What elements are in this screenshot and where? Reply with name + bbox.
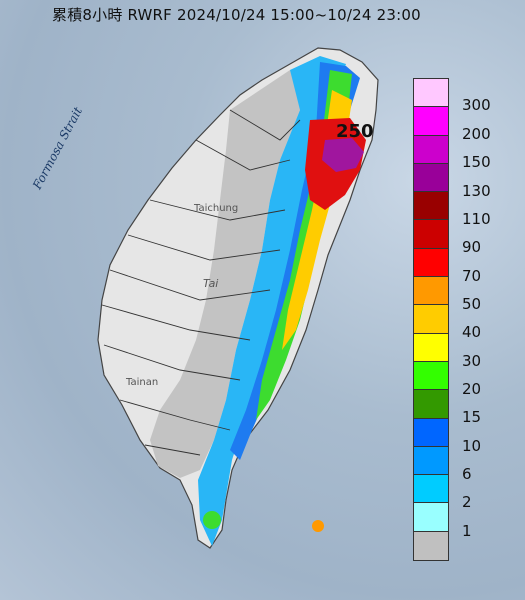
map-title: 累積8小時 RWRF 2024/10/24 15:00~10/24 23:00 <box>52 6 421 24</box>
legend-value: 90 <box>462 238 482 256</box>
legend-value: 10 <box>462 437 482 455</box>
legend-value: 6 <box>462 465 472 483</box>
legend-value: 1 <box>462 522 472 540</box>
legend-swatch <box>414 135 448 164</box>
legend-swatch <box>414 305 448 334</box>
legend-swatch <box>414 220 448 249</box>
legend-swatch <box>414 333 448 362</box>
legend-value: 40 <box>462 323 482 341</box>
legend-value: 70 <box>462 267 482 285</box>
legend-value: 200 <box>462 125 491 143</box>
legend-value: 130 <box>462 182 491 200</box>
legend-swatch <box>414 192 448 221</box>
legend-value: 110 <box>462 210 491 228</box>
legend-swatch <box>414 79 448 108</box>
legend-value: 30 <box>462 352 482 370</box>
legend-value: 300 <box>462 96 491 114</box>
county-boundaries <box>101 109 301 456</box>
legend-swatch <box>414 531 448 561</box>
rain-spot-islet <box>312 520 324 532</box>
legend-swatch <box>414 390 448 419</box>
legend-swatch <box>414 248 448 278</box>
city-label-tainan: Tainan <box>126 377 159 388</box>
peak-value-label: 250 <box>336 121 374 142</box>
legend-swatch <box>414 446 448 476</box>
rain-2mm <box>198 56 346 546</box>
rain-spot-south <box>203 511 221 529</box>
legend-value: 2 <box>462 493 472 511</box>
grey-zone <box>150 60 320 478</box>
mountain-label: Tai <box>203 277 219 290</box>
legend-swatch <box>414 277 448 306</box>
legend-value: 50 <box>462 295 482 313</box>
color-legend <box>413 78 449 562</box>
rain-150mm <box>322 138 364 172</box>
legend-value: 15 <box>462 408 482 426</box>
legend-swatch <box>414 361 448 391</box>
legend-value: 20 <box>462 380 482 398</box>
legend-swatch <box>414 107 448 136</box>
legend-swatch <box>414 475 448 504</box>
legend-value: 150 <box>462 153 491 171</box>
legend-swatch <box>414 163 448 193</box>
legend-swatch <box>414 503 448 532</box>
city-label-taichung: Taichung <box>194 203 239 214</box>
legend-swatch <box>414 418 448 447</box>
